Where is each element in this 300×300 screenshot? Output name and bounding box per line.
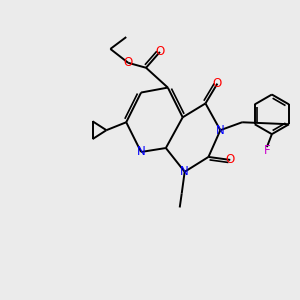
Text: N: N bbox=[180, 165, 189, 178]
Text: O: O bbox=[226, 153, 235, 167]
Text: O: O bbox=[155, 45, 164, 58]
Text: O: O bbox=[213, 77, 222, 90]
Text: N: N bbox=[216, 124, 225, 137]
Text: O: O bbox=[124, 56, 133, 69]
Text: N: N bbox=[137, 146, 146, 158]
Text: F: F bbox=[264, 143, 270, 157]
